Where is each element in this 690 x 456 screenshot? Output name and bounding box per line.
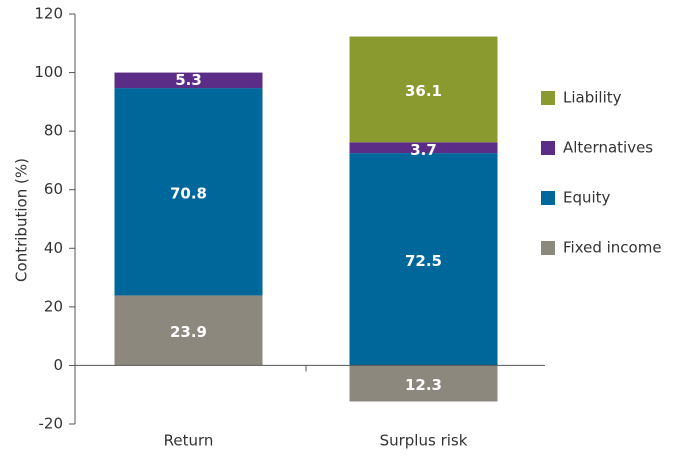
y-tick-label: 80	[44, 122, 63, 140]
bar-segment	[349, 36, 498, 143]
legend-swatch	[541, 141, 555, 155]
value-label: 72.5	[405, 252, 442, 270]
x-tick-label: Return	[164, 432, 214, 450]
y-tick-label: 120	[34, 5, 63, 23]
y-tick-label: 40	[44, 239, 63, 257]
y-tick-label: 20	[44, 297, 63, 315]
legend-label: Fixed income	[563, 239, 662, 257]
legend-swatch	[541, 241, 555, 255]
bar-segment	[114, 295, 263, 366]
y-tick-label: 100	[34, 63, 63, 81]
legend-swatch	[541, 91, 555, 105]
bar-segment	[349, 365, 498, 402]
value-label: 3.7	[410, 141, 437, 159]
value-label: 5.3	[175, 71, 202, 89]
bar-segment	[114, 88, 263, 296]
value-label: 70.8	[170, 184, 207, 202]
bar-segment	[349, 153, 498, 366]
y-tick-label: 0	[53, 356, 63, 374]
legend-label: Equity	[563, 189, 611, 207]
y-tick-label: 60	[44, 180, 63, 198]
legend-swatch	[541, 191, 555, 205]
bar-segment	[114, 72, 263, 89]
legend-label: Liability	[563, 89, 622, 107]
value-label: 23.9	[170, 323, 207, 341]
bar-segment	[349, 142, 498, 154]
y-tick-label: -20	[39, 415, 64, 433]
legend-label: Alternatives	[563, 139, 653, 157]
x-tick-label: Surplus risk	[380, 432, 468, 450]
value-label: 36.1	[405, 82, 442, 100]
y-axis-label: Contribution (%)	[13, 158, 31, 282]
value-label: 12.3	[405, 376, 442, 394]
